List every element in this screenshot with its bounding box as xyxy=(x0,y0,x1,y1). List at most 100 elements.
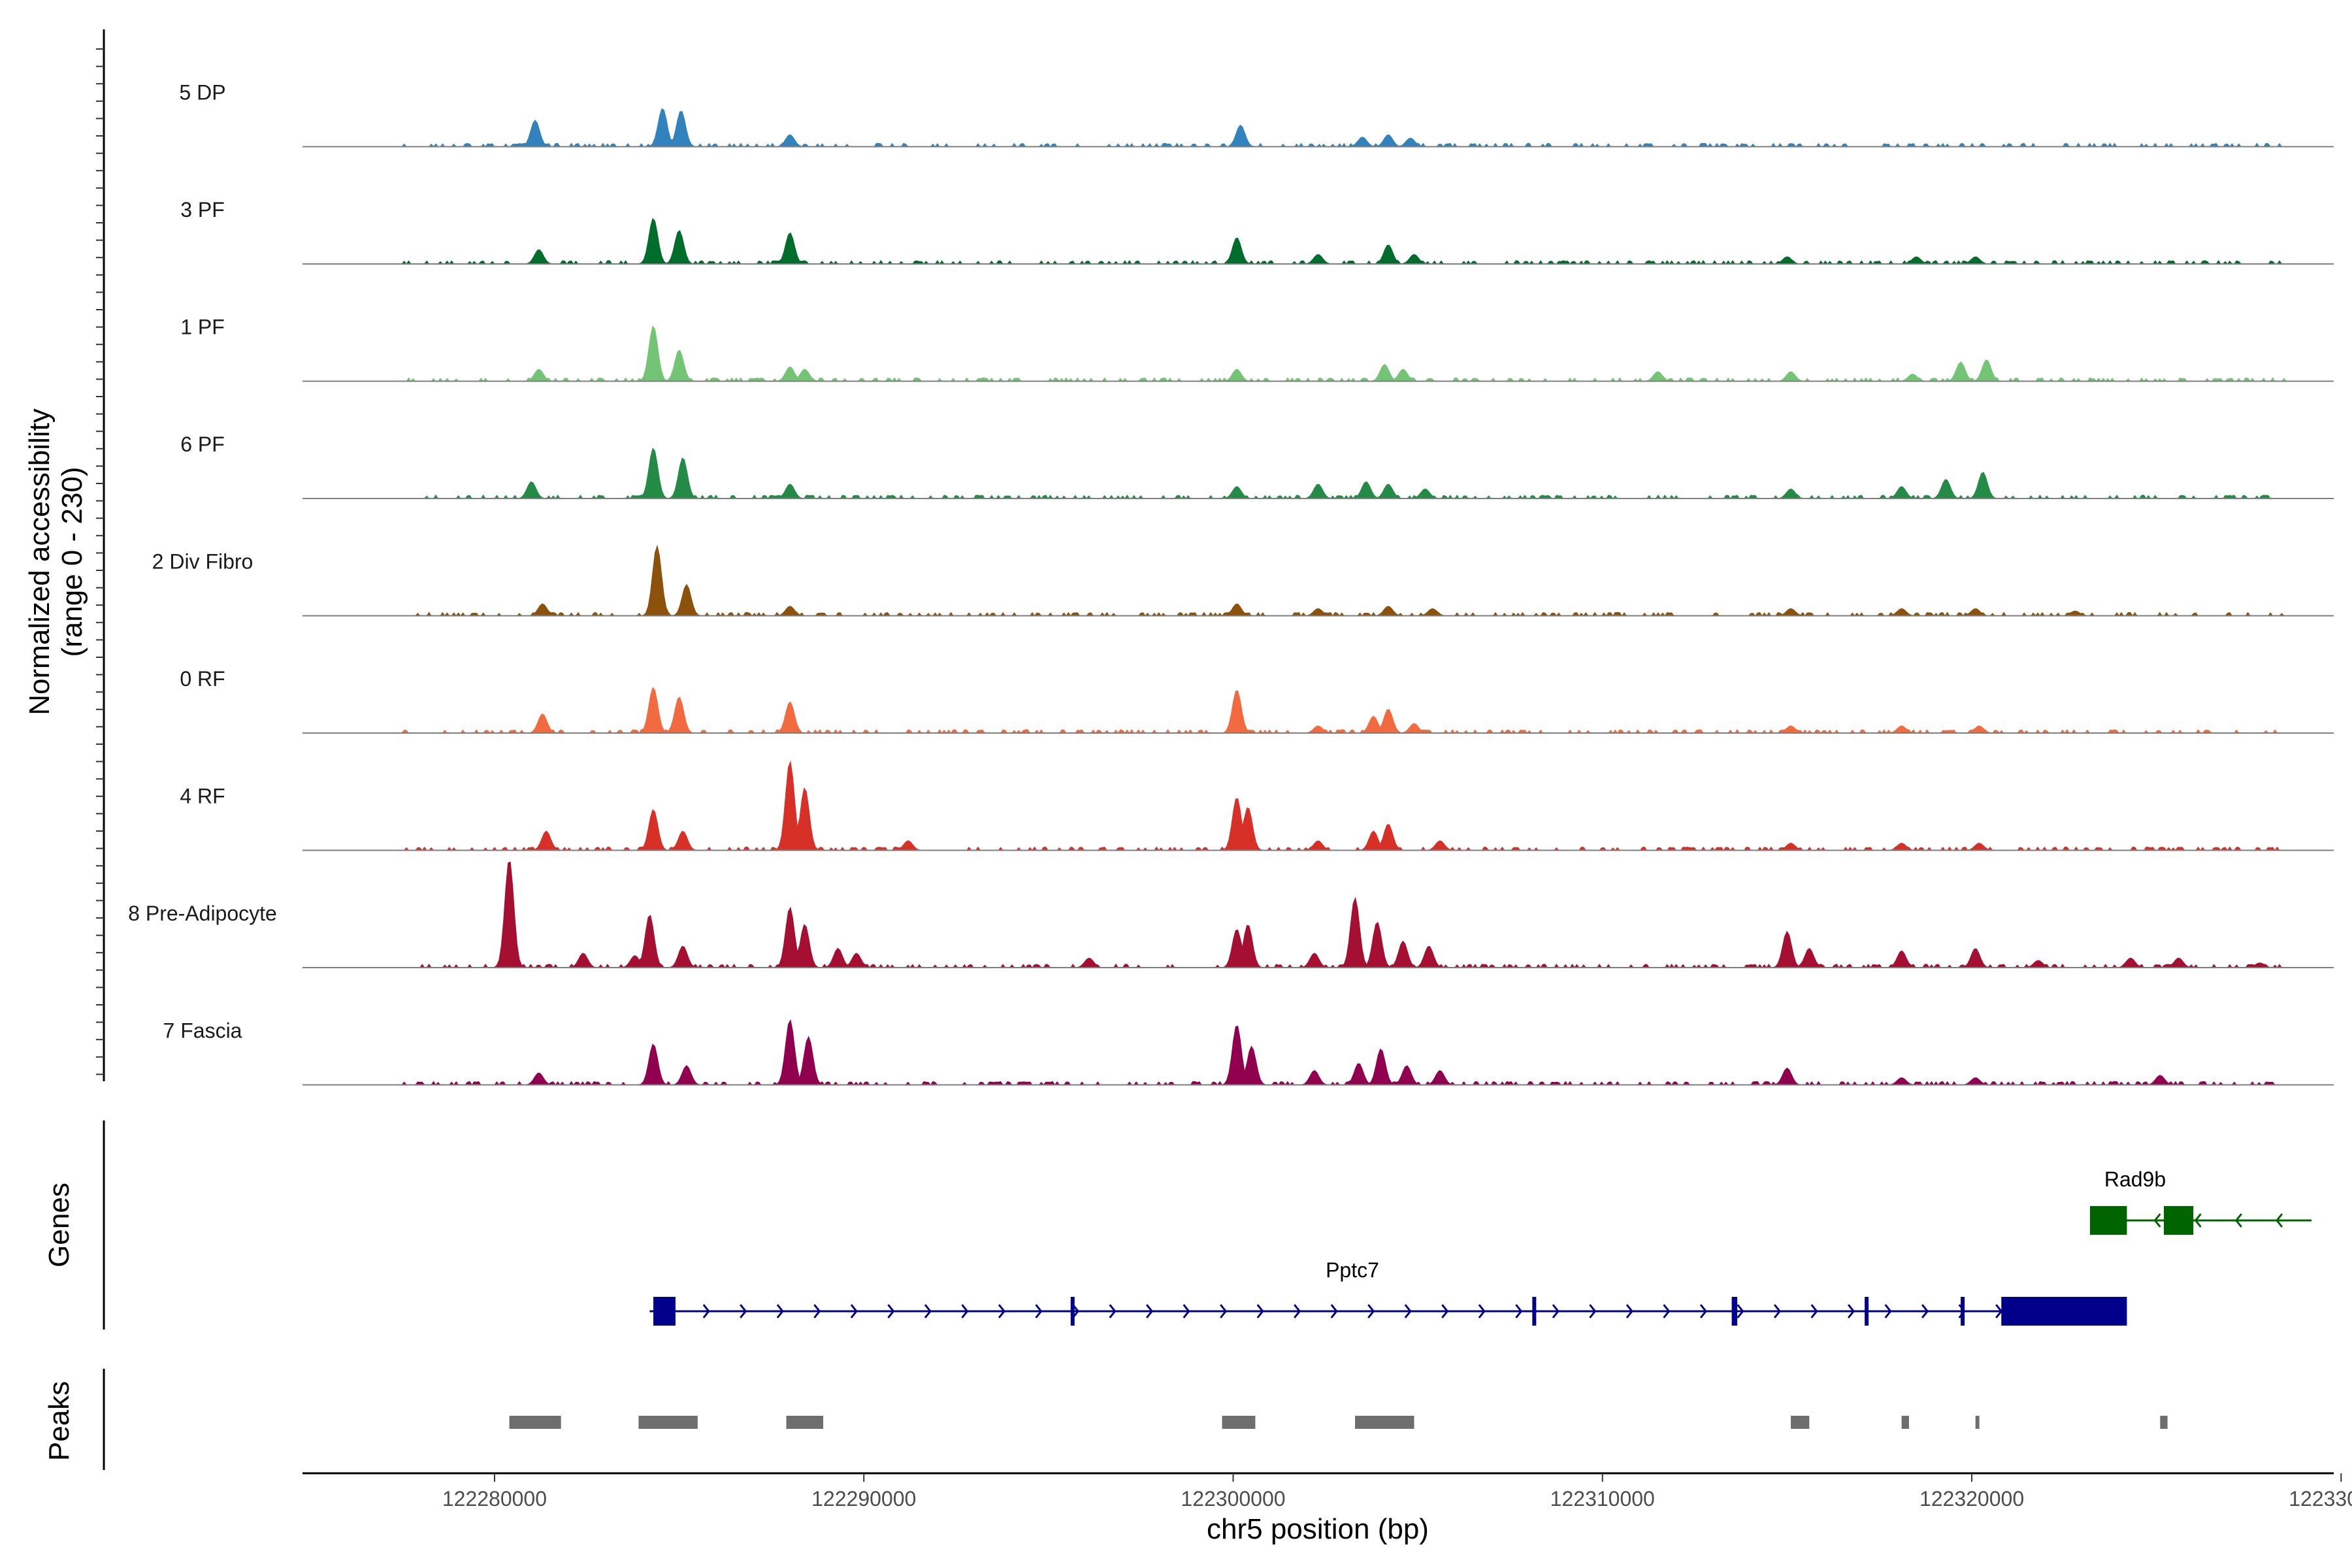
coverage-tracks: 5 DP 3 PF 1 PF 6 PF 2 Div Fibro 0 RF 4 RF 8 Pre… xyxy=(128,81,2334,1086)
strand-arrow xyxy=(998,1304,1005,1318)
strand-arrow xyxy=(1552,1304,1560,1318)
exon xyxy=(1532,1297,1537,1326)
x-tick-label: 122310000 xyxy=(1550,1487,1655,1511)
strand-arrow xyxy=(1663,1304,1671,1318)
track-9: 7 Fascia xyxy=(163,1019,2334,1086)
peak-region xyxy=(1901,1416,1909,1429)
peaks-title: Peaks xyxy=(43,1381,75,1461)
track-label: 7 Fascia xyxy=(163,1019,242,1043)
strand-arrow xyxy=(1404,1304,1412,1318)
exon xyxy=(2163,1206,2194,1235)
track-label: 2 Div Fibro xyxy=(152,550,253,574)
peak-region xyxy=(786,1416,824,1429)
track-label: 8 Pre-Adipocyte xyxy=(128,902,277,925)
coverage-area xyxy=(302,1019,2334,1086)
genes-title: Genes xyxy=(43,1183,75,1267)
track-8: 8 Pre-Adipocyte xyxy=(128,861,2334,968)
exon xyxy=(2001,1297,2127,1326)
x-axis-title: chr5 position (bp) xyxy=(1207,1513,1429,1545)
strand-arrow xyxy=(1921,1304,1929,1318)
track-3: 1 PF xyxy=(180,316,2334,382)
peak-region xyxy=(509,1416,561,1429)
x-tick-label: 122320000 xyxy=(1919,1487,2024,1511)
track-label: 4 RF xyxy=(180,785,225,808)
strand-arrow xyxy=(2276,1213,2283,1228)
exon xyxy=(1731,1297,1738,1326)
track-label: 0 RF xyxy=(180,667,225,691)
strand-arrow xyxy=(1145,1304,1154,1318)
peak-region xyxy=(1975,1416,1980,1429)
strand-arrow xyxy=(850,1304,858,1318)
peak-region xyxy=(2160,1416,2168,1429)
strand-arrow xyxy=(1256,1304,1264,1318)
peak-region xyxy=(638,1416,698,1429)
track-label: 3 PF xyxy=(180,198,225,221)
exon xyxy=(1865,1297,1869,1326)
gene-label: Pptc7 xyxy=(1326,1258,1379,1282)
track-4: 6 PF xyxy=(180,433,2334,499)
strand-arrow xyxy=(1294,1304,1301,1318)
strand-arrow xyxy=(2234,1213,2242,1228)
x-tick-label: 122330000 xyxy=(2289,1487,2352,1511)
strand-arrow xyxy=(924,1304,932,1318)
exon xyxy=(653,1297,676,1326)
track-1: 5 DP xyxy=(179,81,2334,148)
strand-arrow xyxy=(1330,1304,1338,1318)
exon xyxy=(1961,1297,1965,1326)
strand-arrow xyxy=(1220,1304,1228,1318)
x-tick-label: 122300000 xyxy=(1181,1487,1285,1511)
x-tick-label: 122280000 xyxy=(442,1487,547,1511)
strand-arrow xyxy=(1847,1304,1855,1318)
coverage-area xyxy=(302,325,2334,382)
strand-arrow xyxy=(1884,1304,1892,1318)
gene-label: Rad9b xyxy=(2104,1168,2166,1191)
coverage-area xyxy=(302,218,2334,265)
gene-Rad9b: Rad9b xyxy=(2089,1168,2312,1235)
strand-arrow xyxy=(740,1304,747,1318)
strand-arrow xyxy=(1773,1304,1782,1318)
strand-arrow xyxy=(1109,1304,1117,1318)
x-ticks: 122280000 122290000 122300000 122310000 1223… xyxy=(442,1473,2352,1511)
strand-arrow xyxy=(813,1304,821,1318)
strand-arrow xyxy=(1699,1304,1707,1318)
track-5: 2 Div Fibro xyxy=(152,544,2334,617)
x-tick-label: 122290000 xyxy=(811,1487,916,1511)
strand-arrow xyxy=(702,1304,710,1318)
coverage-area xyxy=(302,448,2334,499)
peaks-track xyxy=(509,1416,2168,1429)
coverage-area xyxy=(302,687,2334,734)
ylabel-line1: Normalized accessibility xyxy=(24,408,56,715)
coverage-area xyxy=(302,544,2334,617)
coverage-area xyxy=(302,108,2334,148)
coverage-y-label: Normalized accessibility (range 0 - 230) xyxy=(24,408,88,715)
ylabel-line2: (range 0 - 230) xyxy=(56,466,88,657)
strand-arrow xyxy=(1183,1304,1190,1318)
strand-arrow xyxy=(1737,1304,1744,1318)
track-label: 5 DP xyxy=(179,81,225,105)
strand-arrow xyxy=(1515,1304,1523,1318)
strand-arrow xyxy=(1810,1304,1818,1318)
strand-arrow xyxy=(887,1304,895,1318)
peak-region xyxy=(1791,1416,1810,1429)
strand-arrow xyxy=(1367,1304,1375,1318)
strand-arrow xyxy=(776,1304,784,1318)
strand-arrow xyxy=(1441,1304,1449,1318)
track-label: 6 PF xyxy=(180,433,225,456)
strand-arrow xyxy=(2194,1213,2202,1228)
peak-region xyxy=(1355,1416,1414,1429)
exon xyxy=(2089,1206,2127,1235)
coverage-area xyxy=(302,861,2334,968)
peak-region xyxy=(1222,1416,1256,1429)
strand-arrow xyxy=(1589,1304,1597,1318)
strand-arrow xyxy=(1478,1304,1486,1318)
strand-arrow xyxy=(1035,1304,1043,1318)
strand-arrow xyxy=(1625,1304,1633,1318)
track-2: 3 PF xyxy=(180,198,2334,265)
coverage-area xyxy=(302,760,2334,851)
track-7: 4 RF xyxy=(180,760,2334,851)
genes-track: Rad9b Pptc7 xyxy=(649,1168,2312,1326)
track-label: 1 PF xyxy=(180,316,225,339)
strand-arrow xyxy=(961,1304,969,1318)
strand-arrow xyxy=(2153,1213,2161,1228)
